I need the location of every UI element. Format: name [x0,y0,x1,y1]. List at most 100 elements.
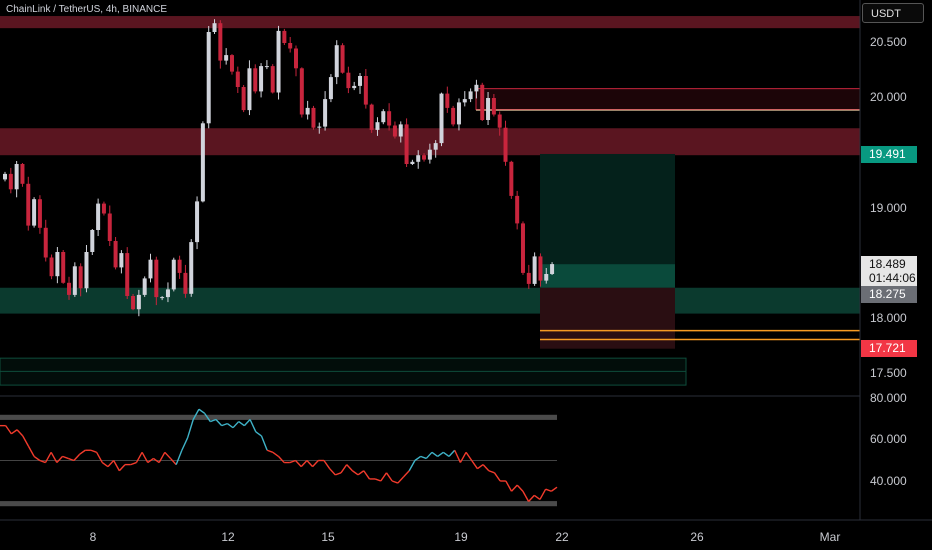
rsi-segment [118,464,126,472]
rsi-segment [232,421,240,429]
rsi-segment [192,408,200,420]
entry-price-tag: 18.275 [861,286,917,303]
currency-button[interactable]: USDT [862,3,924,23]
candle-body [101,203,106,214]
candle-body [276,30,281,93]
candle-body [468,91,473,100]
rsi-segment [130,461,137,466]
rsi-segment [459,451,467,463]
rsi-segment [403,470,410,478]
candle-body [474,84,479,92]
rsi-segment [158,451,166,463]
rsi-segment [198,408,206,414]
candle-body [515,195,520,224]
rsi-segment [437,451,444,457]
rsi-segment [249,419,257,433]
rsi-segment [380,472,388,482]
candle-body [90,230,95,252]
rsi-segment [226,423,234,429]
rsi-segment [482,464,490,472]
price-tick-label: 20.000 [870,90,907,104]
rsi-segment [471,460,479,470]
candle-body [451,107,456,125]
rsi-segment [300,460,308,468]
rsi-segment [175,449,183,465]
rsi-segment [414,455,422,462]
candle-body [270,66,275,93]
candle-body [363,76,368,105]
candle-body [218,23,223,61]
rsi-segment [79,449,86,455]
rsi-segment [289,459,296,464]
time-tick-label: 15 [321,530,335,544]
candle-body [8,173,13,190]
rsi-segment [153,457,160,464]
rsi-segment [16,429,24,437]
rsi-tick-label: 40.000 [870,474,907,488]
candle-body [119,253,124,268]
rsi-segment [210,418,217,423]
rsi-segment [511,484,518,492]
rsi-segment [397,476,405,484]
candle-body [43,227,48,258]
candle-body [288,43,293,49]
rsi-segment [454,449,462,463]
rsi-segment [221,422,228,427]
candle-body [107,213,112,241]
rsi-segment [431,451,439,457]
candle-body [125,253,130,296]
rsi-segment [67,457,75,462]
candle-body [532,256,537,284]
time-tick-label: 8 [89,530,97,544]
candle-body [346,72,351,89]
last-price-value: 18.489 [869,257,906,271]
rsi-segment [522,490,530,502]
rsi-segment [385,472,393,482]
candle-body [416,155,421,162]
rsi-segment [505,480,513,492]
rsi-segment [181,437,189,451]
candle-body [136,294,141,310]
resistance-box-right [475,88,861,111]
rsi-segment [272,451,279,457]
rsi-segment [493,472,501,482]
candle-body [177,259,182,273]
time-tick-label: 12 [221,530,235,544]
candle-body [142,278,147,295]
candle-body [183,272,188,294]
candle-body [72,266,77,295]
rsi-segment [39,459,46,464]
time-tick-label: 22 [555,530,569,544]
candle-body [486,98,491,120]
rsi-segment [147,457,154,464]
rsi-segment [306,460,314,468]
rsi-segment [391,480,399,484]
rsi-segment [113,460,120,472]
target-price-tag: 19.491 [861,146,917,163]
candle-body [520,223,525,273]
candle-body [369,104,374,130]
candle-body [439,93,444,144]
rsi-segment [442,451,450,457]
candle-body [165,289,170,298]
rsi-segment [27,445,35,457]
rsi-segment [516,484,524,492]
rsi-segment [312,460,319,468]
candle-body [503,127,508,162]
rsi-segment [204,412,211,422]
rsi-segment [533,494,541,501]
rsi-segment [141,451,149,463]
rsi-segment [62,455,69,460]
candle-body [381,111,386,123]
candle-body [67,282,72,295]
rsi-segment [238,420,245,427]
candle-body [160,297,165,299]
candle-body [433,143,438,150]
rsi-segment [550,486,558,492]
symbol-title: ChainLink / TetherUS, 4h, BINANCE [6,4,168,15]
candle-body [113,241,118,268]
rsi-segment [295,460,302,468]
rsi-segment [329,468,336,476]
rsi-overbought-band [0,414,557,420]
